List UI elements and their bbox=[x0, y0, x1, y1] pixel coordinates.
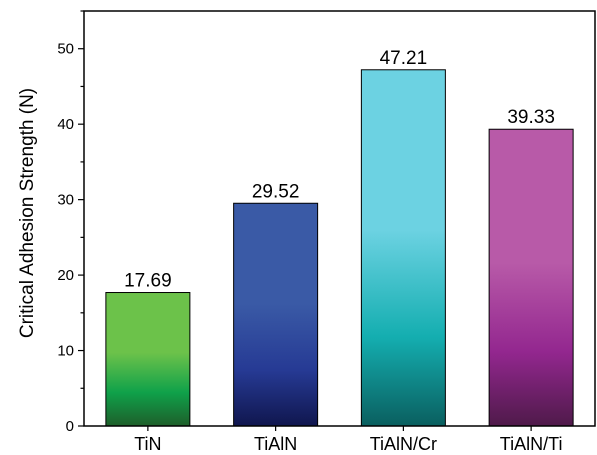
axes-layer: TiN TiAlN TiAlN/Cr TiAlN/Ti 0 10 20 30 40 50 bbox=[57, 10, 596, 454]
y-tick-label: 50 bbox=[57, 41, 74, 58]
plot-frame bbox=[83, 10, 596, 427]
bar-tialn-cr bbox=[360, 69, 446, 427]
x-tick-label: TiAlN bbox=[254, 434, 297, 454]
x-tick-label: TiAlN/Ti bbox=[500, 434, 563, 454]
value-label: 17.69 bbox=[124, 271, 172, 292]
bar-tin bbox=[105, 292, 191, 427]
y-tick-label: 20 bbox=[57, 267, 74, 284]
y-tick-label: 0 bbox=[66, 418, 74, 435]
x-tick-label: TiAlN/Cr bbox=[370, 434, 437, 454]
y-axis-title: Critical Adhesion Strength (N) bbox=[17, 88, 38, 338]
y-tick-label: 30 bbox=[57, 192, 74, 209]
bar-tialn bbox=[233, 202, 319, 427]
x-tick-label: TiN bbox=[134, 434, 161, 454]
value-label: 39.33 bbox=[507, 107, 555, 128]
value-label: 47.21 bbox=[380, 48, 428, 69]
bars-layer bbox=[105, 69, 574, 427]
y-tick-label: 10 bbox=[57, 343, 74, 360]
value-label: 29.52 bbox=[252, 181, 300, 202]
value-labels-layer: 17.69 29.52 47.21 39.33 bbox=[124, 48, 555, 292]
y-tick-label: 40 bbox=[57, 116, 74, 133]
bar-tialn-ti bbox=[488, 128, 574, 427]
